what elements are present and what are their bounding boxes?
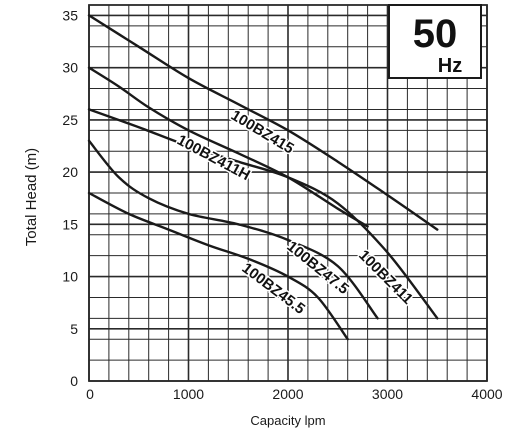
y-tick-labels: 0 5 10 15 20 25 30 35 — [62, 7, 78, 389]
y-tick-label: 10 — [62, 269, 78, 285]
x-tick-label: 0 — [86, 386, 94, 402]
x-tick-label: 4000 — [471, 386, 502, 402]
y-tick-label: 15 — [62, 216, 78, 232]
curve-labels: 100BZ415 100BZ411H 100BZ411 100BZ47.5 10… — [173, 105, 418, 319]
y-tick-label: 25 — [62, 112, 78, 128]
x-axis-title: Capacity lpm — [250, 413, 325, 428]
badge-value: 50 — [413, 12, 458, 56]
x-tick-label: 2000 — [272, 386, 303, 402]
curve-label-100bz47.5: 100BZ47.5 — [283, 238, 351, 298]
x-tick-labels: 0 1000 2000 3000 4000 — [86, 386, 503, 402]
badge-box — [388, 4, 482, 79]
curve-label-100bz411h: 100BZ411H — [174, 132, 253, 185]
y-tick-label: 5 — [70, 321, 78, 337]
curve-100bz411 — [87, 108, 439, 320]
curve-100bz47.5 — [87, 139, 379, 320]
curve-100bz411h — [87, 66, 369, 228]
curves — [87, 14, 439, 341]
curve-100bz45.5 — [87, 191, 349, 341]
x-tick-label: 3000 — [372, 386, 403, 402]
frequency-badge: 50 Hz — [388, 4, 482, 79]
x-tick-label: 1000 — [173, 386, 204, 402]
y-tick-label: 35 — [62, 7, 78, 23]
curve-100bz415 — [87, 14, 439, 231]
curve-label-100bz415: 100BZ415 — [228, 107, 297, 158]
y-tick-label: 0 — [70, 373, 78, 389]
y-axis-title: Total Head (m) — [23, 148, 40, 246]
y-tick-label: 20 — [62, 164, 78, 180]
badge-unit: Hz — [438, 55, 462, 77]
y-tick-label: 30 — [62, 60, 78, 76]
